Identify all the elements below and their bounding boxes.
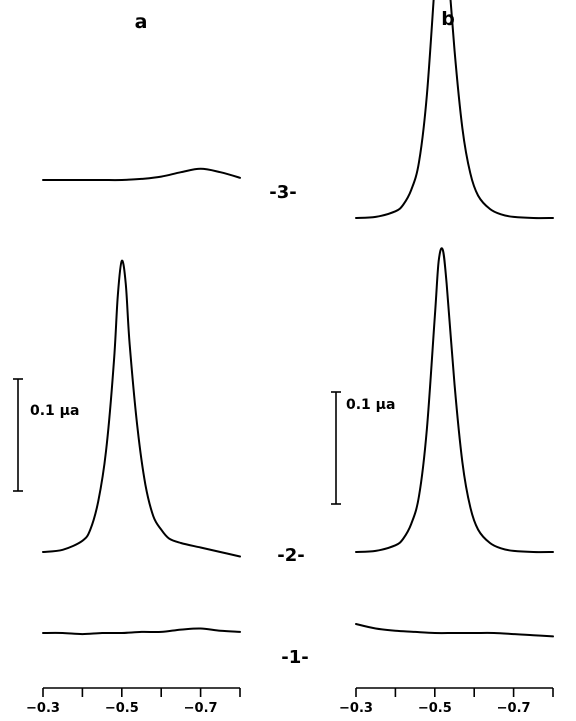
panel-a-x-axis: −0.3 −0.5 −0.7 xyxy=(26,687,241,716)
panel-a-tick-label: −0.7 xyxy=(184,701,218,716)
panel-b-scale-label: 0.1 μa xyxy=(346,397,395,413)
panel-b-tick-label: −0.5 xyxy=(418,701,452,716)
panel-a-trace-3 xyxy=(42,167,241,182)
panel-b-trace-2 xyxy=(355,247,554,554)
trace-label-2: -2- xyxy=(277,545,304,566)
trace-label-3: -3- xyxy=(269,182,296,203)
panel-a-scale-label: 0.1 μa xyxy=(30,403,79,419)
panel-a-trace-2 xyxy=(42,259,241,558)
panel-a-trace-1 xyxy=(42,627,241,636)
panel-b-tick-label: −0.7 xyxy=(497,701,531,716)
panel-b: −0.3 −0.5 −0.7 0.1 μa xyxy=(331,0,554,716)
panel-a: −0.3 −0.5 −0.7 0.1 μa xyxy=(13,167,241,716)
panel-b-trace-3 xyxy=(355,0,554,220)
panel-a-tick-label: −0.3 xyxy=(26,701,60,716)
panel-a-traces xyxy=(42,167,241,636)
panel-b-tick-label: −0.3 xyxy=(339,701,373,716)
panel-b-traces xyxy=(355,0,554,638)
trace-label-1: -1- xyxy=(281,647,308,668)
panel-b-x-axis: −0.3 −0.5 −0.7 xyxy=(339,687,554,716)
panel-a-tick-label: −0.5 xyxy=(105,701,139,716)
panel-a-scale-bar: 0.1 μa xyxy=(13,378,79,492)
panel-b-scale-bar: 0.1 μa xyxy=(331,391,395,505)
panel-a-letter: a xyxy=(135,11,148,33)
panel-b-trace-1 xyxy=(355,623,554,638)
